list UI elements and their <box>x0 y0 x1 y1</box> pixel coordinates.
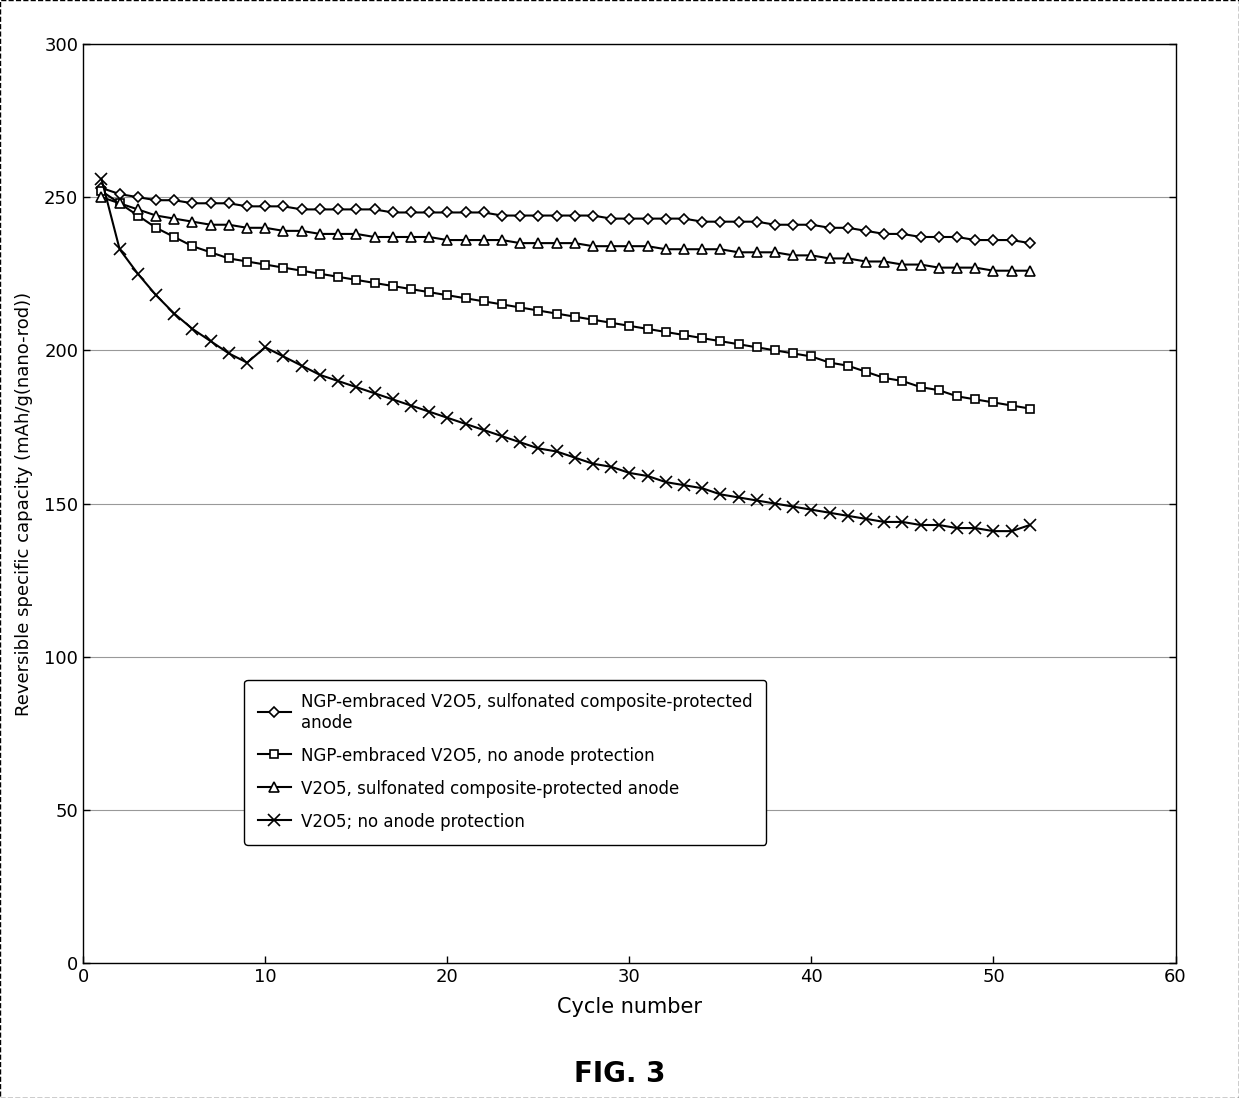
V2O5, sulfonated composite-protected anode <box>949 261 964 274</box>
NGP-embraced V2O5, no anode protection <box>167 231 182 244</box>
V2O5; no anode protection <box>421 405 436 418</box>
NGP-embraced V2O5, no anode protection <box>658 325 673 338</box>
V2O5; no anode protection <box>167 307 182 321</box>
Y-axis label: Reversible specific capacity (mAh/g(nano-rod)): Reversible specific capacity (mAh/g(nano… <box>15 291 33 716</box>
NGP-embraced V2O5, sulfonated composite-protected
anode <box>530 209 545 222</box>
NGP-embraced V2O5, sulfonated composite-protected
anode <box>421 206 436 220</box>
V2O5, sulfonated composite-protected anode <box>530 236 545 249</box>
Line: NGP-embraced V2O5, no anode protection: NGP-embraced V2O5, no anode protection <box>97 187 1035 413</box>
V2O5, sulfonated composite-protected anode <box>695 243 710 256</box>
NGP-embraced V2O5, sulfonated composite-protected
anode <box>1022 236 1037 249</box>
NGP-embraced V2O5, sulfonated composite-protected
anode <box>695 215 710 228</box>
NGP-embraced V2O5, no anode protection <box>1022 402 1037 415</box>
Line: NGP-embraced V2O5, sulfonated composite-protected
anode: NGP-embraced V2O5, sulfonated composite-… <box>98 184 1033 247</box>
V2O5, sulfonated composite-protected anode <box>167 212 182 225</box>
NGP-embraced V2O5, no anode protection <box>695 332 710 345</box>
NGP-embraced V2O5, sulfonated composite-protected
anode <box>167 193 182 206</box>
NGP-embraced V2O5, no anode protection <box>530 304 545 317</box>
NGP-embraced V2O5, sulfonated composite-protected
anode <box>658 212 673 225</box>
V2O5; no anode protection <box>695 482 710 495</box>
V2O5, sulfonated composite-protected anode <box>658 243 673 256</box>
V2O5, sulfonated composite-protected anode <box>1022 265 1037 278</box>
Line: V2O5, sulfonated composite-protected anode: V2O5, sulfonated composite-protected ano… <box>97 192 1035 276</box>
Line: V2O5; no anode protection: V2O5; no anode protection <box>95 173 1036 537</box>
NGP-embraced V2O5, no anode protection <box>949 390 964 403</box>
NGP-embraced V2O5, no anode protection <box>421 285 436 299</box>
V2O5; no anode protection <box>94 172 109 186</box>
V2O5; no anode protection <box>658 475 673 489</box>
V2O5, sulfonated composite-protected anode <box>421 231 436 244</box>
V2O5, sulfonated composite-protected anode <box>986 265 1001 278</box>
NGP-embraced V2O5, sulfonated composite-protected
anode <box>94 181 109 194</box>
V2O5; no anode protection <box>949 522 964 535</box>
V2O5; no anode protection <box>530 441 545 455</box>
NGP-embraced V2O5, no anode protection <box>94 184 109 198</box>
V2O5; no anode protection <box>986 525 1001 538</box>
Legend: NGP-embraced V2O5, sulfonated composite-protected
anode, NGP-embraced V2O5, no a: NGP-embraced V2O5, sulfonated composite-… <box>244 680 766 844</box>
V2O5; no anode protection <box>1022 518 1037 531</box>
Text: FIG. 3: FIG. 3 <box>574 1060 665 1087</box>
V2O5, sulfonated composite-protected anode <box>94 191 109 204</box>
NGP-embraced V2O5, sulfonated composite-protected
anode <box>949 231 964 244</box>
X-axis label: Cycle number: Cycle number <box>556 997 701 1017</box>
